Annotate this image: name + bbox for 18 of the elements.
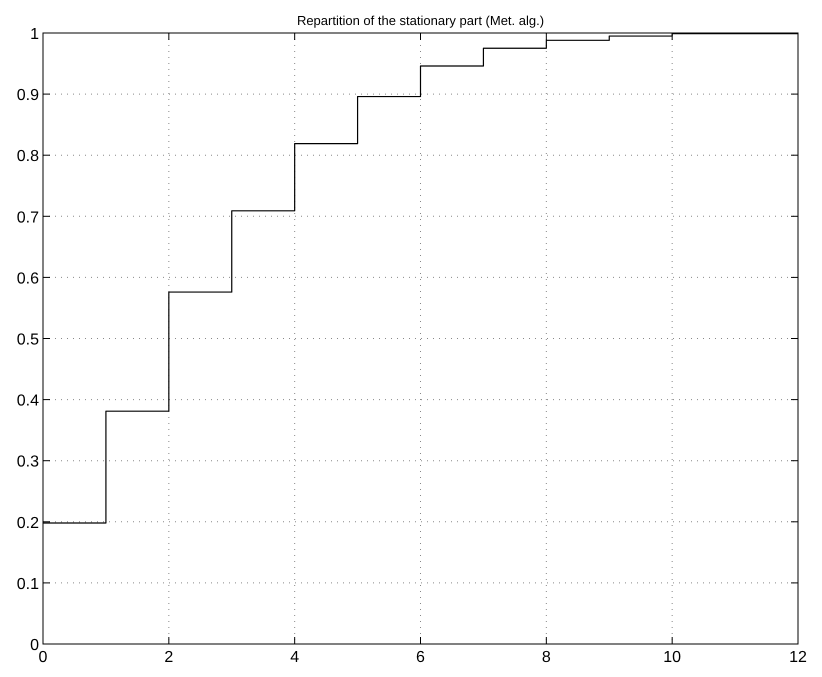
y-tick-label: 0.7 xyxy=(16,209,40,226)
y-tick-label: 0.8 xyxy=(16,148,40,166)
y-tick-label: 0.9 xyxy=(16,87,40,104)
x-tick-label: 8 xyxy=(542,649,551,666)
x-tick-label: 10 xyxy=(663,649,682,666)
y-tick-label: 0.3 xyxy=(16,454,40,471)
y-tick-label: 0.1 xyxy=(16,576,40,593)
x-tick-label: 6 xyxy=(416,649,426,666)
y-tick-label: 0.4 xyxy=(16,392,40,410)
x-tick-label: 12 xyxy=(789,649,807,666)
y-tick-label: 0.5 xyxy=(16,332,40,348)
y-tick-label: 0.6 xyxy=(16,270,40,288)
chart-title: Repartition of the stationary part (Met. alg.) xyxy=(296,13,544,28)
y-tick-label: 0.2 xyxy=(16,514,40,532)
x-tick-label: 2 xyxy=(164,649,174,666)
y-tick-label: 1 xyxy=(30,26,40,43)
x-tick-label: 4 xyxy=(290,649,300,666)
y-tick-label: 0 xyxy=(30,637,40,654)
